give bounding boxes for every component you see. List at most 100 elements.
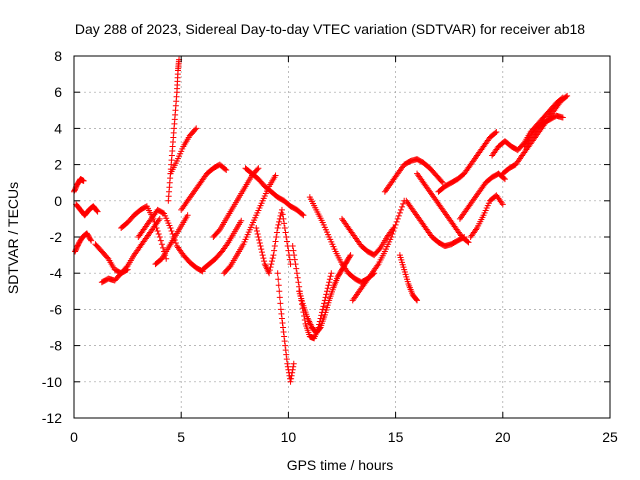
data-point: [281, 220, 288, 227]
x-tick-label: 25: [602, 429, 618, 445]
data-point: [258, 246, 265, 253]
y-tick-label: 6: [54, 84, 62, 100]
data-point: [393, 218, 400, 225]
data-point: [493, 129, 500, 136]
data-point: [280, 215, 287, 222]
series-arc-10: [167, 125, 200, 177]
data-point: [273, 234, 280, 240]
data-point: [285, 247, 292, 254]
data-point: [439, 179, 446, 186]
data-point: [226, 264, 233, 271]
data-point: [287, 378, 294, 385]
data-point: [255, 165, 262, 172]
data-point: [94, 208, 101, 215]
y-tick-label: -10: [42, 374, 62, 390]
data-point: [223, 167, 230, 174]
series-arc-32: [521, 112, 566, 150]
data-point: [289, 243, 296, 250]
data-point: [124, 266, 131, 273]
y-tick-label: 2: [54, 157, 62, 173]
data-point: [291, 252, 298, 259]
data-point: [192, 126, 199, 133]
data-point: [104, 254, 111, 261]
data-point: [282, 229, 289, 236]
data-point: [154, 227, 161, 234]
data-point: [290, 360, 297, 367]
data-point: [222, 166, 229, 173]
data-point: [283, 351, 290, 358]
data-point: [276, 294, 283, 301]
data-point: [155, 230, 162, 237]
data-point: [321, 300, 328, 307]
data-point: [255, 234, 262, 240]
y-axis-label: SDTVAR / TECUs: [5, 182, 21, 294]
data-point: [123, 267, 130, 274]
data-point: [287, 261, 294, 268]
data-point: [283, 356, 290, 363]
data-point: [400, 200, 407, 207]
data-point: [286, 252, 293, 259]
data-point: [347, 252, 354, 259]
data-point: [254, 230, 261, 237]
data-point: [559, 114, 566, 121]
x-tick-label: 5: [177, 429, 185, 445]
data-point: [278, 206, 285, 213]
data-point: [286, 256, 293, 263]
data-point: [88, 237, 95, 244]
grid-lines: [74, 56, 610, 418]
series-arc-04: [92, 215, 163, 277]
x-axis-label: GPS time / hours: [287, 457, 394, 473]
data-point: [295, 279, 302, 286]
data-point: [396, 209, 403, 216]
series-arc-11: [199, 217, 245, 273]
data-point: [168, 227, 175, 234]
data-point: [282, 342, 289, 349]
series-arc-05: [98, 266, 131, 286]
data-point: [257, 243, 264, 250]
data-point: [277, 306, 284, 313]
data-point: [261, 258, 268, 265]
data-point: [271, 243, 278, 250]
data-point: [289, 369, 296, 376]
data-point: [291, 256, 298, 263]
data-point: [397, 206, 404, 213]
data-point: [270, 252, 277, 259]
y-tick-label: -12: [42, 410, 62, 426]
data-point: [323, 288, 330, 295]
data-point: [258, 249, 265, 256]
data-point: [153, 224, 160, 231]
x-tick-label: 10: [281, 429, 297, 445]
series-arc-01: [71, 176, 87, 195]
data-point: [316, 325, 323, 332]
series-arc-02: [73, 201, 101, 219]
y-tick-label: -6: [50, 301, 63, 317]
data-point: [326, 279, 333, 286]
series-arc-08: [152, 212, 191, 268]
y-tick-label: -4: [50, 265, 63, 281]
y-tick-label: -8: [50, 338, 63, 354]
y-tick-label: 4: [54, 120, 62, 136]
data-point: [267, 264, 274, 271]
data-point: [278, 209, 285, 216]
data-point: [274, 270, 281, 277]
series-arc-28: [456, 170, 508, 222]
data-point: [283, 238, 290, 245]
data-point: [294, 274, 301, 281]
data-point: [275, 221, 282, 228]
data-point: [276, 288, 283, 295]
data-points: [71, 56, 571, 385]
data-point: [152, 221, 159, 228]
data-point: [260, 255, 267, 262]
data-point: [283, 234, 290, 240]
data-point: [274, 224, 281, 231]
data-point: [300, 212, 307, 219]
x-tick-label: 0: [70, 429, 78, 445]
data-point: [266, 267, 273, 274]
series-arc-23: [381, 156, 446, 195]
data-point: [391, 224, 398, 231]
data-point: [268, 261, 275, 268]
data-point: [272, 172, 279, 179]
y-tick-label: -2: [50, 229, 63, 245]
series-arc-15: [242, 165, 307, 219]
